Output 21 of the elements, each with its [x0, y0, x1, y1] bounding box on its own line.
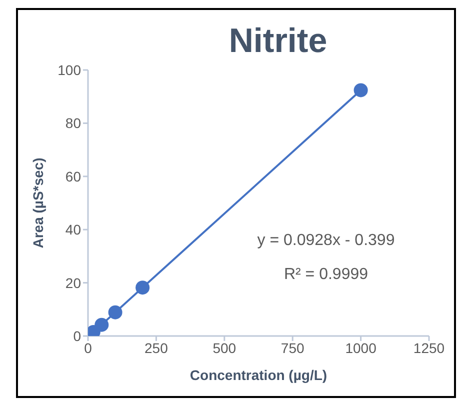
- x-tick-label: 1000: [345, 340, 377, 356]
- y-tick-label: 0: [73, 328, 82, 344]
- annotation: y = 0.0928x - 0.399: [257, 232, 395, 249]
- chart-title: Nitrite: [228, 22, 328, 61]
- x-axis-title: Concentration (µg/L): [190, 367, 328, 383]
- y-tick-label: 100: [58, 62, 82, 78]
- x-tick-label: 500: [212, 340, 236, 356]
- x-tick-label: 1250: [413, 340, 445, 356]
- y-tick-label: 20: [65, 274, 82, 291]
- y-tick-label: 80: [65, 115, 82, 132]
- point: [94, 318, 109, 332]
- point: [108, 305, 122, 320]
- point: [354, 83, 368, 98]
- y-tick-label: 60: [65, 168, 82, 184]
- annotation: R² = 0.9999: [284, 266, 368, 283]
- x-tick-label: 0: [84, 340, 92, 356]
- point: [136, 280, 150, 295]
- x-tick-label: 250: [144, 340, 168, 356]
- x-tick-label: 750: [280, 340, 304, 356]
- y-tick-label: 40: [65, 222, 82, 238]
- y-axis-title: Area (µS*sec): [30, 158, 46, 248]
